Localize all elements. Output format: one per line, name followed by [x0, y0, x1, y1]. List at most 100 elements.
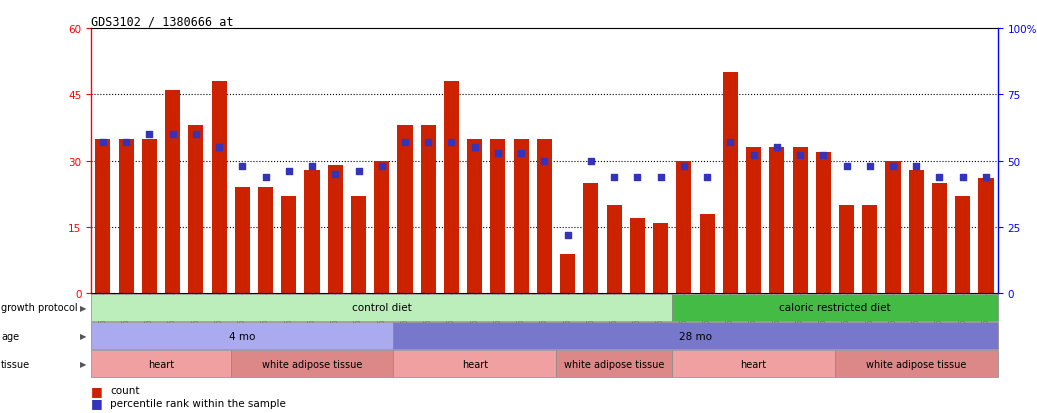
Point — [443, 140, 459, 146]
Bar — [230, 350, 393, 377]
Point — [815, 153, 832, 159]
Bar — [560, 254, 576, 294]
Point — [141, 131, 158, 138]
Text: ■: ■ — [91, 384, 103, 397]
Bar — [792, 148, 808, 294]
Point — [397, 140, 414, 146]
Bar — [91, 350, 230, 377]
Text: tissue: tissue — [1, 359, 30, 369]
Bar — [467, 139, 482, 294]
Point — [722, 140, 738, 146]
Point — [908, 163, 925, 170]
Bar — [862, 205, 877, 294]
Text: heart: heart — [461, 359, 487, 369]
Text: ▶: ▶ — [80, 331, 86, 340]
Text: white adipose tissue: white adipose tissue — [866, 359, 966, 369]
Point — [675, 163, 692, 170]
Bar — [351, 197, 366, 294]
Point — [838, 163, 854, 170]
Point — [188, 131, 204, 138]
Text: ▶: ▶ — [80, 359, 86, 368]
Bar — [165, 91, 180, 294]
Bar — [281, 197, 297, 294]
Bar — [886, 161, 900, 294]
Point — [792, 153, 809, 159]
Point — [978, 174, 994, 180]
Bar — [328, 166, 343, 294]
Text: white adipose tissue: white adipose tissue — [564, 359, 665, 369]
Text: heart: heart — [740, 359, 766, 369]
Bar — [189, 126, 203, 294]
Bar — [584, 183, 598, 294]
Bar — [629, 218, 645, 294]
Point — [699, 174, 716, 180]
Point — [351, 169, 367, 175]
Text: count: count — [110, 385, 139, 395]
Text: 4 mo: 4 mo — [229, 331, 255, 341]
Point — [280, 169, 297, 175]
Point — [489, 150, 506, 157]
Bar — [723, 73, 738, 294]
Bar — [491, 139, 505, 294]
Bar — [672, 294, 998, 321]
Bar — [672, 350, 835, 377]
Point — [234, 163, 251, 170]
Bar — [91, 294, 672, 321]
Point — [327, 171, 343, 178]
Bar — [746, 148, 761, 294]
Bar — [421, 126, 436, 294]
Point — [257, 174, 274, 180]
Bar — [700, 214, 714, 294]
Point — [536, 158, 553, 164]
Bar — [305, 170, 319, 294]
Text: caloric restricted diet: caloric restricted diet — [779, 303, 891, 313]
Point — [931, 174, 948, 180]
Point — [583, 158, 599, 164]
Bar — [95, 139, 110, 294]
Bar — [676, 161, 692, 294]
Bar — [393, 350, 556, 377]
Point — [513, 150, 530, 157]
Point — [304, 163, 320, 170]
Point — [420, 140, 437, 146]
Text: control diet: control diet — [352, 303, 412, 313]
Text: percentile rank within the sample: percentile rank within the sample — [110, 398, 286, 408]
Bar — [374, 161, 389, 294]
Point — [94, 140, 111, 146]
Bar — [118, 139, 134, 294]
Bar — [835, 350, 998, 377]
Bar — [955, 197, 971, 294]
Bar — [607, 205, 622, 294]
Bar — [444, 82, 459, 294]
Point — [118, 140, 135, 146]
Bar — [816, 152, 831, 294]
Point — [559, 232, 576, 239]
Bar — [393, 322, 998, 349]
Bar — [839, 205, 854, 294]
Point — [746, 153, 762, 159]
Bar — [932, 183, 947, 294]
Text: ■: ■ — [91, 396, 103, 409]
Text: white adipose tissue: white adipose tissue — [262, 359, 362, 369]
Point — [164, 131, 180, 138]
Point — [467, 145, 483, 151]
Bar — [397, 126, 413, 294]
Text: GDS3102 / 1380666_at: GDS3102 / 1380666_at — [91, 15, 233, 28]
Point — [652, 174, 669, 180]
Bar — [769, 148, 784, 294]
Point — [373, 163, 390, 170]
Bar — [142, 139, 157, 294]
Bar — [91, 322, 393, 349]
Bar — [212, 82, 227, 294]
Bar — [979, 179, 993, 294]
Point — [862, 163, 878, 170]
Bar — [258, 188, 273, 294]
Bar — [234, 188, 250, 294]
Text: heart: heart — [148, 359, 174, 369]
Text: 28 mo: 28 mo — [679, 331, 712, 341]
Point — [629, 174, 646, 180]
Text: ▶: ▶ — [80, 303, 86, 312]
Point — [885, 163, 901, 170]
Bar — [908, 170, 924, 294]
Point — [606, 174, 622, 180]
